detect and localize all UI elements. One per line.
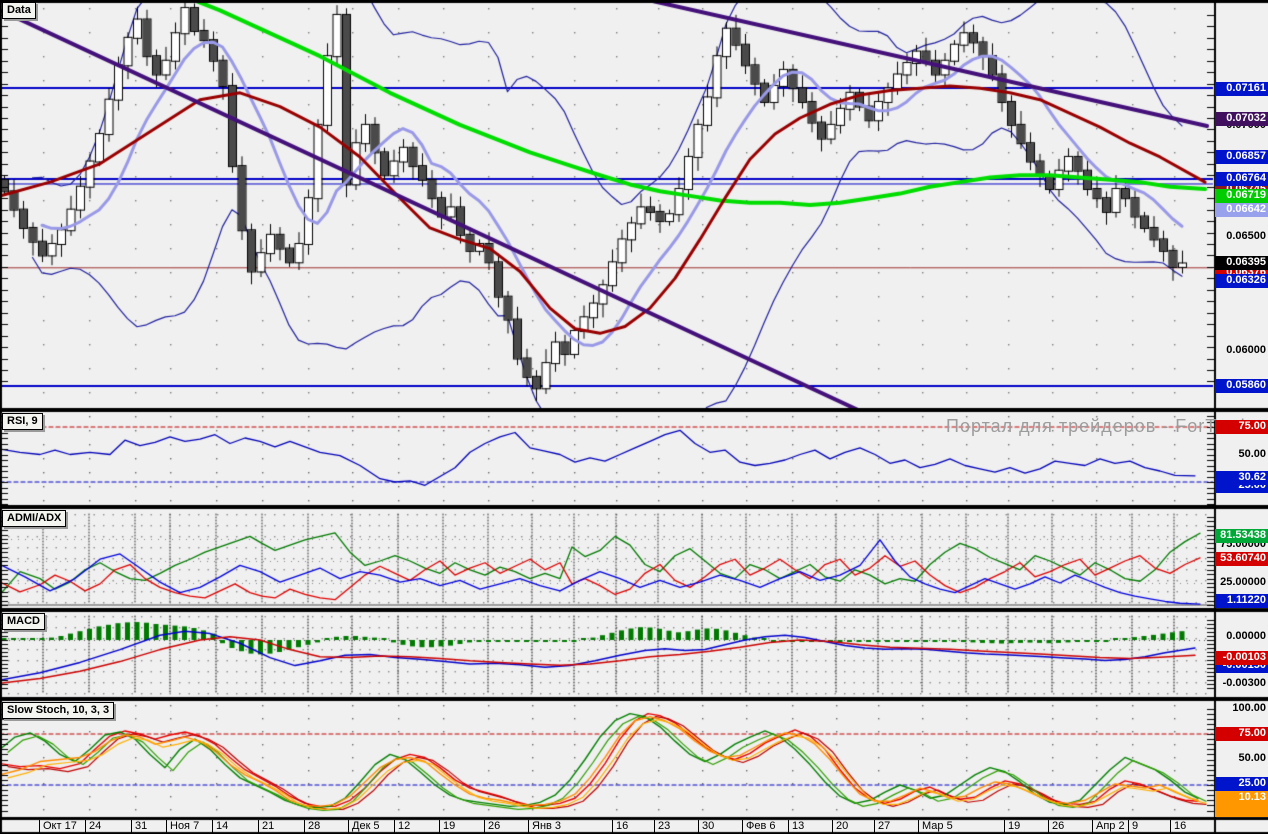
date-axis-label: 19 [1004,820,1020,833]
date-axis-label: Янв 3 [528,820,561,833]
date-axis-label: 30 [698,820,714,833]
panel-tab-data[interactable]: Data [2,2,36,19]
date-axis-label: Фев 6 [742,820,776,833]
panel-tab-macd[interactable]: MACD [2,613,45,630]
panel-tab-stoch[interactable]: Slow Stoch, 10, 3, 3 [2,702,115,719]
date-axis-label: 14 [212,820,228,833]
date-axis-label: 13 [788,820,804,833]
date-axis-label: 23 [654,820,670,833]
date-axis-label: 19 [439,820,455,833]
date-axis-label: Окт 17 [39,820,77,833]
date-axis-label: 28 [304,820,320,833]
watermark-text: Портал для трейдеров - ForTrader.ru [946,416,1268,436]
panel-tab-rsi[interactable]: RSI, 9 [2,413,43,430]
date-axis-label: 31 [131,820,147,833]
panel-tab-adx[interactable]: ADMI/ADX [2,510,67,527]
date-axis-label: Апр 2 [1092,820,1125,833]
date-axis-label: 9 [1128,820,1138,833]
date-axis-label: 20 [832,820,848,833]
date-axis-label: 26 [484,820,500,833]
date-axis-label: 24 [85,820,101,833]
date-axis-label: 12 [394,820,410,833]
date-axis-label: 16 [1170,820,1186,833]
date-axis-label: Ноя 7 [166,820,199,833]
date-axis-label: 16 [612,820,628,833]
date-axis-label: Мар 5 [918,820,953,833]
date-axis-label: Дек 5 [348,820,380,833]
date-axis-label: 26 [1048,820,1064,833]
date-axis: Окт 17 24 31 Ноя 7 14 21 28 Дек 5 12 19 26 Янв 3 16 2… [0,820,1268,834]
date-axis-label: 21 [258,820,274,833]
date-axis-label: 27 [874,820,890,833]
